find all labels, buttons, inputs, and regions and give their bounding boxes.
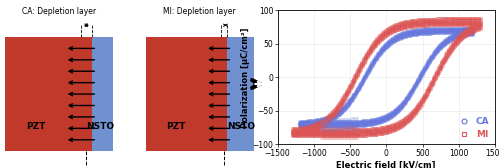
Bar bbox=[222, 37, 254, 151]
Bar bbox=[6, 37, 114, 151]
Y-axis label: Polarization [μC/cm²]: Polarization [μC/cm²] bbox=[240, 27, 250, 128]
Bar bbox=[81, 37, 114, 151]
Text: PZT: PZT bbox=[26, 122, 46, 131]
Text: MI: Depletion layer: MI: Depletion layer bbox=[164, 7, 236, 16]
Bar bbox=[222, 37, 227, 151]
Text: NSTO: NSTO bbox=[227, 122, 255, 131]
Bar bbox=[81, 37, 92, 151]
Text: PZT: PZT bbox=[166, 122, 186, 131]
X-axis label: Electric field [kV/cm]: Electric field [kV/cm] bbox=[336, 160, 436, 168]
Bar bbox=[146, 37, 254, 151]
Text: NSTO: NSTO bbox=[86, 122, 115, 131]
Text: CA: Depletion layer: CA: Depletion layer bbox=[22, 7, 97, 16]
Legend: CA, MI: CA, MI bbox=[454, 117, 490, 140]
